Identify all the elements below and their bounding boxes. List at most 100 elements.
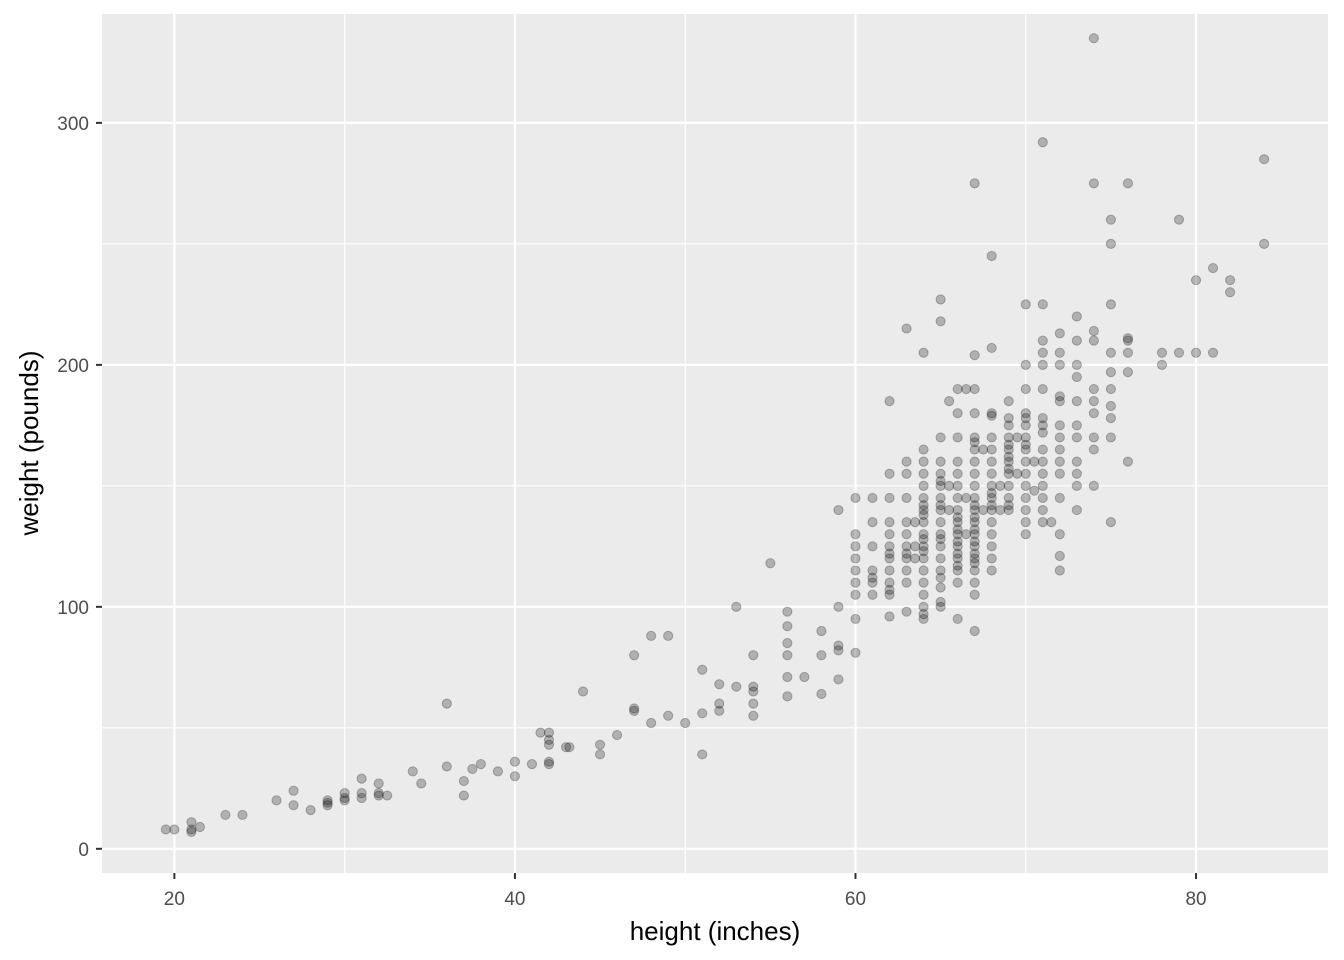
data-point	[969, 553, 980, 564]
data-point	[1003, 504, 1014, 516]
data-point	[986, 529, 997, 540]
data-point	[1003, 439, 1014, 450]
y-tick-label: 100	[57, 598, 89, 619]
data-point	[918, 577, 929, 588]
data-point	[918, 480, 929, 491]
data-point	[918, 565, 929, 576]
data-point	[1037, 504, 1048, 516]
data-point	[944, 504, 955, 516]
data-point	[1003, 412, 1014, 424]
data-point	[577, 686, 589, 697]
data-point	[884, 492, 895, 504]
data-point	[969, 504, 980, 516]
data-point	[918, 608, 929, 620]
data-point	[986, 342, 997, 354]
data-point	[714, 705, 725, 716]
data-point	[952, 541, 963, 552]
data-point	[918, 546, 929, 557]
data-point	[543, 734, 555, 746]
data-point	[1122, 347, 1134, 358]
data-point	[782, 621, 793, 632]
data-point	[322, 797, 333, 808]
data-point	[867, 541, 878, 552]
data-point	[1105, 412, 1116, 424]
data-point	[1088, 396, 1099, 407]
data-point	[1224, 275, 1236, 286]
data-point	[305, 804, 316, 816]
data-point	[978, 504, 989, 516]
data-point	[1037, 444, 1048, 455]
data-point	[1071, 359, 1082, 370]
data-point	[1088, 444, 1099, 455]
data-point	[969, 565, 980, 576]
data-point	[714, 698, 725, 709]
data-point	[935, 553, 946, 564]
data-point	[952, 456, 963, 467]
data-point	[663, 710, 674, 721]
data-point	[1037, 480, 1048, 491]
data-point	[782, 638, 793, 649]
data-point	[969, 437, 980, 448]
data-point	[918, 529, 929, 540]
data-point	[935, 572, 946, 583]
data-point	[1122, 456, 1134, 467]
data-point	[1020, 444, 1031, 455]
data-point	[935, 492, 946, 504]
data-point	[909, 517, 921, 528]
data-point	[935, 316, 946, 327]
data-point	[1012, 432, 1023, 443]
data-point	[952, 553, 963, 564]
data-point	[969, 536, 980, 547]
data-point	[935, 294, 946, 305]
data-point	[288, 785, 299, 796]
data-point	[850, 589, 861, 600]
data-point	[969, 541, 980, 552]
data-point	[969, 383, 980, 395]
data-point	[629, 650, 640, 661]
data-point	[1054, 565, 1065, 576]
data-point	[1088, 408, 1099, 419]
data-point	[526, 759, 538, 770]
data-point	[458, 790, 469, 801]
data-point	[748, 681, 759, 692]
data-point	[867, 565, 878, 576]
data-point	[1054, 396, 1065, 407]
data-point	[1259, 238, 1270, 249]
data-point	[986, 408, 997, 419]
data-point	[535, 727, 546, 738]
data-point	[1003, 468, 1014, 479]
data-point	[1259, 154, 1270, 165]
data-point	[850, 647, 861, 658]
data-point	[1020, 408, 1031, 419]
data-point	[1156, 347, 1168, 358]
data-point	[1037, 335, 1048, 346]
data-point	[884, 577, 895, 588]
data-point	[1003, 444, 1014, 455]
data-point	[833, 504, 844, 516]
data-point	[995, 480, 1006, 491]
data-point	[237, 809, 248, 821]
data-point	[1003, 396, 1014, 407]
data-point	[986, 432, 997, 443]
y-tick-label: 300	[57, 114, 89, 135]
data-point	[1020, 468, 1031, 479]
data-point	[1071, 371, 1082, 383]
data-point	[1105, 367, 1116, 378]
data-point	[995, 504, 1006, 516]
data-point	[697, 708, 708, 719]
data-point	[918, 553, 929, 564]
data-point	[1020, 299, 1031, 310]
data-point	[969, 548, 980, 559]
data-point	[1088, 178, 1099, 189]
data-point	[1122, 333, 1134, 344]
data-point	[1054, 456, 1065, 467]
data-point	[1071, 480, 1082, 491]
data-point	[884, 529, 895, 540]
data-point	[1020, 480, 1031, 491]
data-point	[961, 529, 972, 540]
data-point	[935, 456, 946, 467]
data-point	[611, 729, 623, 741]
data-point	[1088, 335, 1099, 346]
data-point	[816, 625, 827, 637]
data-point	[884, 589, 895, 600]
